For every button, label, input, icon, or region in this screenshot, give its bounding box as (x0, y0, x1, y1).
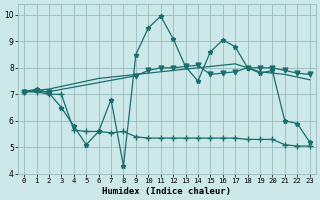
X-axis label: Humidex (Indice chaleur): Humidex (Indice chaleur) (102, 187, 231, 196)
